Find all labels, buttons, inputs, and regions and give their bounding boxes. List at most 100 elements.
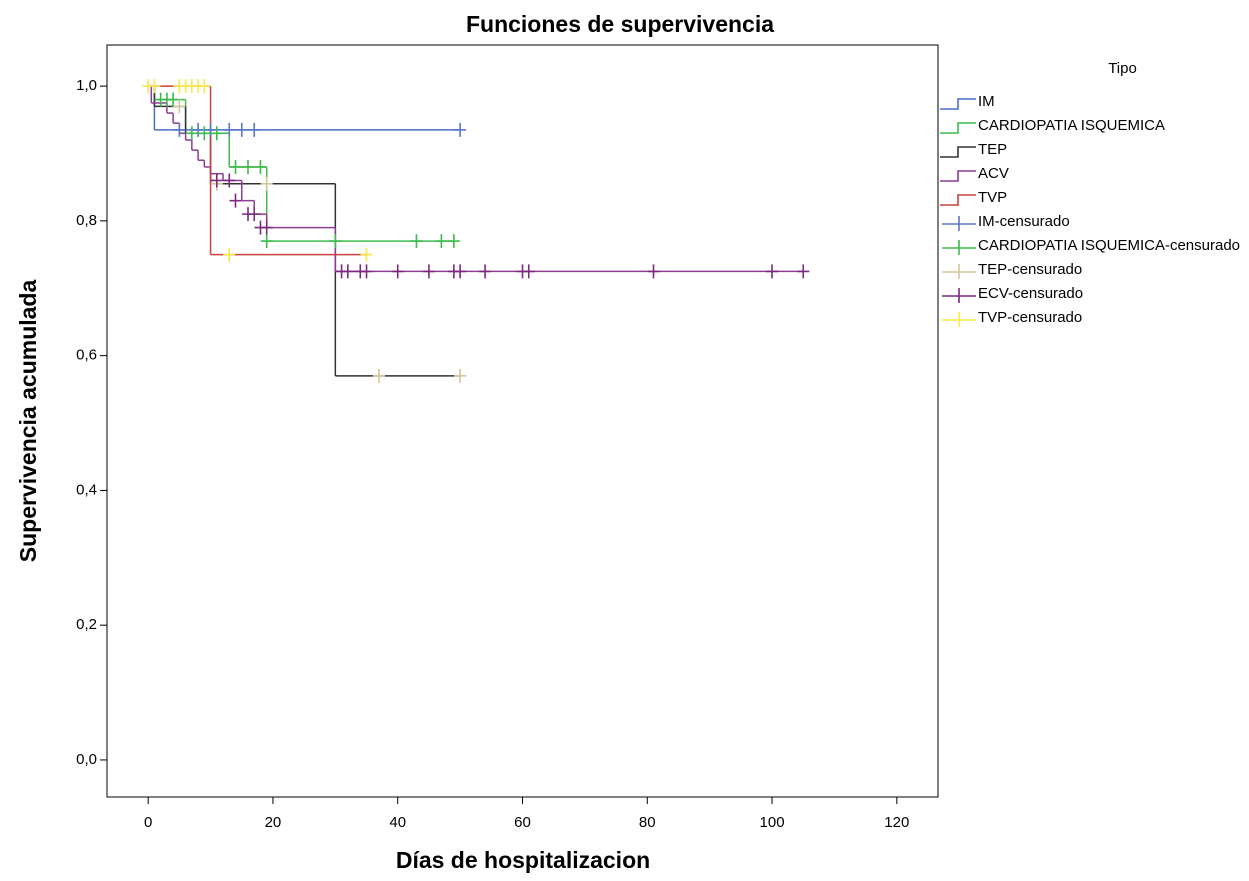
legend-label: TVP-censurado [978,309,1083,326]
censor-mark [329,234,342,249]
censor-mark [260,234,273,249]
censor-mark [192,122,205,137]
legend-entry: CARDIOPATIA ISQUEMICA-censurado [940,237,1245,255]
legend-entry: TEP-censurado [940,261,1245,279]
censor-mark [454,264,467,279]
censor-mark [223,173,236,188]
censor-mark [223,247,236,262]
censor-mark [260,220,273,235]
legend-icon [940,98,976,110]
legend-icon [942,264,976,279]
x-tick-label: 60 [514,814,531,831]
chart-title: Funciones de supervivencia [466,11,774,37]
legend-swatch [942,288,976,303]
censor-mark [210,173,223,188]
legend-swatch [940,98,976,110]
x-axis-label: Días de hospitalizacion [396,847,650,873]
censor-mark [454,122,467,137]
legend-icon [942,240,976,255]
legend-entry: CARDIOPATIA ISQUEMICA [940,117,1245,135]
censor-mark [198,126,211,141]
legend-swatch [942,264,976,279]
y-tick-label: 0,2 [76,616,97,633]
censor-mark [454,368,467,383]
survival-curve [148,85,461,131]
censor-mark [248,122,261,137]
legend-icon [940,146,976,158]
x-tick-label: 100 [760,814,785,831]
legend-label: TVP [978,189,1008,206]
censor-mark [167,92,180,107]
survival-curve [148,85,804,273]
censor-mark [173,99,186,114]
censor-mark [479,264,492,279]
legend-icon [940,122,976,134]
legend-swatch [942,216,976,231]
censor-mark [260,176,273,191]
censor-mark [447,234,460,249]
plot-frame [106,44,939,798]
censor-mark [235,122,248,137]
legend-icon [942,216,976,231]
legend-entry: TVP-censurado [940,309,1245,327]
survival-curve [148,85,367,256]
censor-mark [341,264,354,279]
legend-swatch [940,194,976,206]
censor-mark [248,207,261,222]
censor-mark [241,159,254,174]
x-tick-label: 80 [639,814,656,831]
censor-mark [766,264,779,279]
legend: Tipo IM CARDIOPATIA ISQUEMICA TEP ACV TVP IM-… [940,60,1245,333]
censor-mark [360,247,373,262]
legend-swatch [942,312,976,327]
y-axis-label: Supervivencia acumulada [15,280,41,563]
censor-mark [422,264,435,279]
censor-mark [254,159,267,174]
y-tick-label: 0,8 [76,212,97,229]
censor-mark [797,264,810,279]
legend-title: Tipo [1108,60,1137,77]
censor-mark [210,126,223,141]
censor-mark [435,234,448,249]
legend-entry: IM [940,93,1245,111]
censor-mark [391,264,404,279]
censor-mark [410,234,423,249]
y-tick-label: 0,0 [76,751,97,768]
y-tick-label: 1,0 [76,77,97,94]
censor-mark [185,126,198,141]
censor-mark [647,264,660,279]
legend-label: ACV [978,165,1009,182]
censor-mark [173,122,186,137]
legend-swatch [942,240,976,255]
legend-icon [940,170,976,182]
legend-label: IM [978,93,995,110]
censor-mark [223,122,236,137]
censor-mark [229,159,242,174]
x-tick-label: 20 [265,814,282,831]
legend-label: CARDIOPATIA ISQUEMICA [978,117,1165,134]
legend-swatch [940,170,976,182]
censor-mark [229,193,242,208]
legend-label: IM-censurado [978,213,1070,230]
legend-swatch [940,146,976,158]
censor-mark [204,122,217,137]
legend-swatch [940,122,976,134]
legend-label: TEP [978,141,1008,158]
censor-mark [198,79,211,94]
censor-mark [148,79,161,94]
legend-label: ECV-censurado [978,285,1084,302]
survival-curve [148,85,454,242]
x-tick-label: 40 [389,814,406,831]
x-tick-label: 0 [144,814,152,831]
legend-entry: ACV [940,165,1245,183]
legend-icon [942,312,976,327]
censor-mark [522,264,535,279]
legend-icon [942,288,976,303]
y-tick-label: 0,6 [76,347,97,364]
legend-icon [940,194,976,206]
censor-mark [360,264,373,279]
legend-entry: TVP [940,189,1245,207]
legend-entry: IM-censurado [940,213,1245,231]
legend-label: TEP-censurado [978,261,1083,278]
